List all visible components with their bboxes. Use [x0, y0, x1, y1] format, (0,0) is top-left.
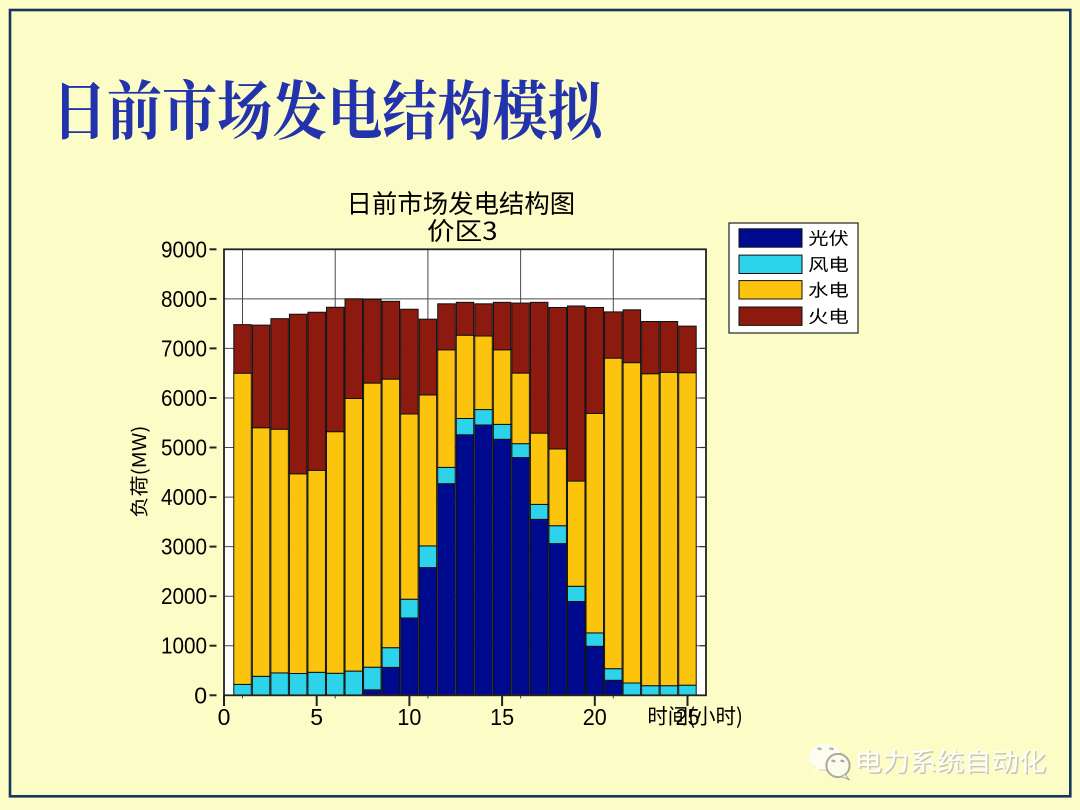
svg-text:2000: 2000 — [161, 583, 207, 609]
svg-text:20: 20 — [583, 704, 607, 730]
svg-text:4000: 4000 — [161, 484, 207, 510]
svg-text:9000: 9000 — [161, 236, 207, 262]
svg-text:0: 0 — [194, 682, 207, 708]
svg-text:5000: 5000 — [161, 435, 207, 461]
svg-text:15: 15 — [490, 704, 514, 730]
svg-text:8000: 8000 — [161, 286, 207, 312]
svg-text:3000: 3000 — [161, 534, 207, 560]
svg-text:6000: 6000 — [161, 385, 207, 411]
svg-text:0: 0 — [218, 704, 231, 730]
svg-text:7000: 7000 — [161, 335, 207, 361]
svg-text:1000: 1000 — [161, 633, 207, 659]
svg-text:10: 10 — [397, 704, 421, 730]
svg-text:5: 5 — [310, 704, 323, 730]
